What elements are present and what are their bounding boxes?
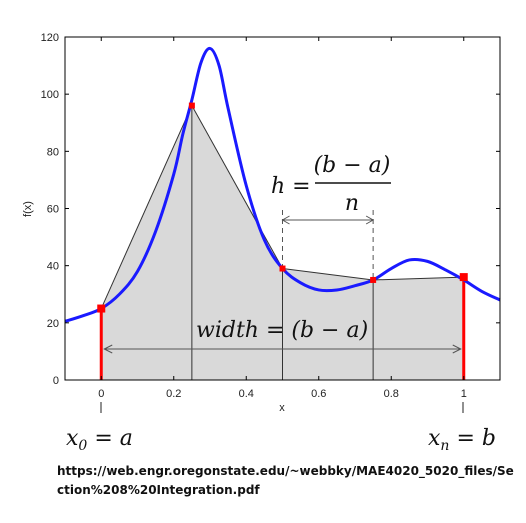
y-tick-labels: 0 20 40 60 80 100 120: [41, 32, 59, 387]
h-formula-numerator: (b − a): [314, 153, 391, 178]
h-arrow-left: [281, 215, 290, 225]
node-marker: [370, 276, 377, 283]
h-arrow-right: [365, 215, 375, 225]
y-tick-label: 60: [47, 204, 59, 216]
h-formula-lhs: h =: [271, 174, 311, 199]
trapezoid-chord: [282, 268, 374, 281]
xn-label: xn = b: [428, 426, 496, 454]
x-tick-label: 0.8: [384, 388, 399, 400]
axis-ticks: [65, 36, 500, 381]
width-formula: width = (b − a): [196, 318, 368, 343]
y-tick-label: 40: [47, 261, 59, 273]
x0-label: x0 = a: [66, 426, 133, 454]
node-marker: [188, 102, 195, 109]
trapezoid-chord: [191, 105, 283, 269]
trapezoid-chord: [373, 276, 464, 281]
dimension-annotations: [103, 210, 462, 354]
y-tick-label: 80: [47, 146, 59, 158]
y-tick-label: 120: [41, 32, 59, 44]
y-tick-label: 100: [41, 89, 59, 101]
y-tick-label: 20: [47, 318, 59, 330]
y-axis-label: f(x): [22, 201, 34, 217]
node-marker: [97, 304, 106, 313]
node-marker: [279, 265, 286, 272]
x-tick-labels: 0 0.2 0.4 0.6 0.8 1: [98, 388, 467, 400]
x-tick-label: 0.4: [239, 388, 254, 400]
x-tick-label: 0.6: [311, 388, 326, 400]
source-url[interactable]: https://web.engr.oregonstate.edu/~webbky…: [57, 464, 514, 497]
trapezoid-chord: [100, 105, 193, 309]
function-curve: [64, 46, 501, 323]
x-tick-label: 0: [98, 388, 104, 400]
x-tick-label: 1: [461, 388, 467, 400]
y-tick-label: 0: [53, 375, 59, 387]
x-tick-label: 0.2: [166, 388, 181, 400]
trapezoid-rule-chart: 0 0.2 0.4 0.6 0.8 1 0 20 40 60 80 100 120 x f(x) h …: [22, 32, 501, 454]
width-arrow-right: [452, 344, 462, 354]
width-arrow-left: [103, 344, 113, 354]
node-markers: [97, 102, 468, 313]
node-marker: [459, 273, 468, 282]
x-axis-label: x: [279, 402, 285, 414]
node-lines: [99, 105, 466, 380]
h-formula-denominator: n: [345, 191, 359, 216]
